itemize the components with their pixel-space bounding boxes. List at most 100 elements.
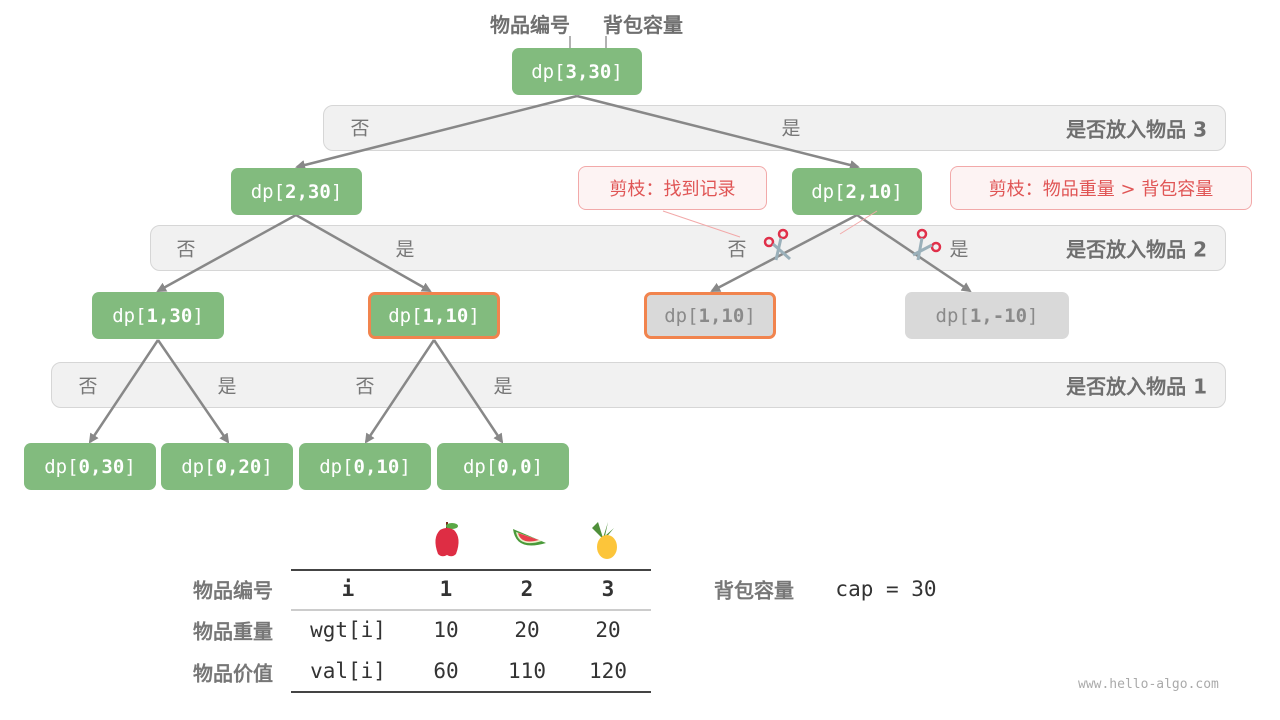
table-cell: 20: [514, 618, 540, 642]
table-cell: 110: [508, 659, 546, 683]
node-label: 0,10: [353, 455, 400, 478]
watermark: www.hello-algo.com: [1078, 677, 1219, 692]
table-cell: 10: [433, 618, 459, 642]
tree-edge: [156, 213, 297, 293]
callout-pointer: [839, 210, 878, 235]
dp-node-root: dp[3,30]: [512, 48, 642, 95]
edge-label-no: 否: [727, 238, 747, 261]
table-top-rule: [291, 569, 651, 571]
band-item-3: 是否放入物品 3: [323, 105, 1226, 151]
dp-node-l0d: dp[0,0]: [437, 443, 569, 490]
node-label: 2,30: [285, 180, 331, 203]
table-cell: wgt[i]: [310, 618, 386, 642]
edge-label-no: 否: [176, 238, 196, 261]
apple-icon: [435, 522, 459, 557]
node-label: ]: [1027, 304, 1039, 327]
node-label: ]: [124, 455, 136, 478]
table-bottom-rule: [291, 691, 651, 693]
node-label: ]: [531, 455, 544, 478]
capacity-title: 背包容量: [714, 578, 794, 603]
node-label: dp[: [531, 60, 566, 83]
node-label: 0,30: [78, 455, 125, 478]
edge-label-yes: 是: [217, 375, 237, 398]
node-label: 3,30: [565, 60, 612, 83]
dp-node-l0c: dp[0,10]: [299, 443, 431, 490]
scissors-icon: [912, 228, 942, 261]
dp-node-l0a: dp[0,30]: [24, 443, 156, 490]
tree-edge: [156, 339, 230, 444]
dp-node-l0b: dp[0,20]: [161, 443, 293, 490]
dp-node-l1c: dp[1,10]: [644, 292, 776, 339]
table-header-cell: 3: [601, 577, 615, 601]
capacity-value: cap = 30: [835, 577, 937, 601]
edge-label-yes: 是: [395, 238, 415, 261]
node-label: dp[: [462, 455, 498, 478]
tree-edge: [295, 94, 578, 170]
scissors-icon: [763, 228, 791, 261]
edge-label-yes: 是: [949, 238, 969, 261]
band-item-2: 是否放入物品 2: [150, 225, 1226, 271]
tree-edge: [432, 339, 504, 444]
callout-pointer: [662, 210, 741, 238]
table-header-cell: 1: [439, 577, 453, 601]
table-cell: 120: [589, 659, 627, 683]
node-label: 0,20: [215, 455, 262, 478]
node-label: dp[: [181, 455, 216, 478]
node-label: dp[: [44, 455, 79, 478]
dp-node-l1a: dp[1,30]: [92, 292, 224, 339]
tree-edge: [88, 339, 160, 444]
band-title: 是否放入物品 1: [1066, 374, 1207, 399]
dp-node-l2a: dp[2,30]: [231, 168, 362, 215]
node-label: 1,30: [146, 304, 193, 327]
edge-label-no: 否: [78, 375, 98, 398]
callout-found-record: 剪枝：找到记录: [578, 166, 767, 210]
capacity-label: 背包容量: [603, 13, 683, 37]
band-item-1: 是否放入物品 1: [51, 362, 1226, 408]
row-label-weight: 物品重量: [193, 619, 273, 644]
row-label-id: 物品编号: [193, 578, 273, 603]
node-label: 1,10: [698, 304, 745, 327]
node-label: ]: [744, 304, 756, 327]
node-label: ]: [192, 304, 204, 327]
row-label-value: 物品价值: [193, 661, 273, 686]
node-label: dp[: [935, 304, 970, 327]
node-label: ]: [468, 304, 480, 327]
edge-label-no: 否: [350, 117, 370, 140]
node-label: ]: [611, 60, 623, 83]
watermelon-icon: [513, 529, 546, 546]
item-id-label: 物品编号: [490, 13, 570, 37]
node-label: ]: [261, 455, 273, 478]
node-label: dp[: [811, 180, 846, 203]
node-label: dp[: [388, 304, 423, 327]
node-label: ]: [330, 180, 343, 203]
node-label: dp[: [250, 180, 286, 203]
dp-node-l1b: dp[1,10]: [368, 292, 500, 339]
edge-label-yes: 是: [781, 117, 801, 140]
table-header-cell: i: [341, 577, 355, 601]
tree-edge: [364, 339, 436, 444]
node-label: 1,10: [422, 304, 469, 327]
node-label: ]: [399, 455, 411, 478]
band-title: 是否放入物品 2: [1066, 237, 1207, 262]
dp-node-l2b: dp[2,10]: [792, 168, 922, 215]
edge-label-no: 否: [355, 375, 375, 398]
table-mid-rule: [291, 609, 651, 611]
node-label: dp[: [319, 455, 354, 478]
node-label: dp[: [664, 304, 699, 327]
table-cell: 20: [595, 618, 621, 642]
band-title: 是否放入物品 3: [1066, 117, 1207, 142]
tree-edge: [295, 213, 432, 293]
node-label: 2,10: [845, 180, 892, 203]
dp-node-l1d: dp[1,-10]: [905, 292, 1069, 339]
edge-label-yes: 是: [493, 375, 513, 398]
table-cell: 60: [433, 659, 459, 683]
callout-overweight: 剪枝：物品重量 > 背包容量: [950, 166, 1252, 210]
node-label: ]: [891, 180, 903, 203]
node-label: dp[: [112, 304, 147, 327]
tree-edge: [576, 94, 860, 170]
node-label: 1,-10: [969, 304, 1028, 327]
tree-edge: [856, 213, 972, 293]
pineapple-icon: [592, 522, 617, 559]
